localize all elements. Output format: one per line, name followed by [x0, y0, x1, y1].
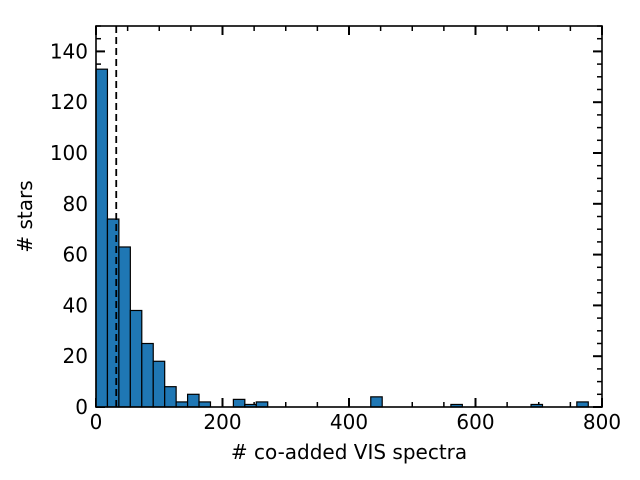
bars-layer [95, 68, 589, 408]
x-axis-label: # co-added VIS spectra [231, 440, 467, 464]
histogram-bar [370, 396, 383, 408]
histogram-bar [141, 342, 154, 408]
x-tick-label: 600 [456, 410, 494, 434]
histogram-bar [95, 68, 109, 408]
y-tick-label: 120 [50, 90, 88, 114]
histogram-bar [106, 218, 120, 408]
y-tick-label: 140 [50, 39, 88, 63]
y-tick-label: 0 [75, 395, 88, 419]
histogram-bar [129, 309, 143, 408]
y-tick-label: 20 [63, 344, 88, 368]
y-tick-label: 40 [63, 293, 88, 317]
x-tick-label: 400 [330, 410, 368, 434]
x-tick-label: 800 [583, 410, 621, 434]
y-tick-label: 60 [63, 243, 88, 267]
ticks-layer [95, 25, 603, 408]
plot-frame [95, 25, 603, 408]
histogram-bar [232, 398, 246, 408]
histogram-bar [152, 360, 166, 408]
y-axis-label: # stars [13, 180, 37, 252]
histogram-bar [118, 246, 131, 408]
histogram-bar [164, 386, 177, 408]
x-tick-label: 200 [203, 410, 241, 434]
histogram-bar [186, 393, 200, 408]
y-tick-label: 80 [63, 192, 88, 216]
tick-labels: 0 200 400 600 800 0 20 40 60 80 100 120 140 [50, 39, 621, 434]
y-tick-label: 100 [50, 141, 88, 165]
x-tick-label: 0 [90, 410, 103, 434]
